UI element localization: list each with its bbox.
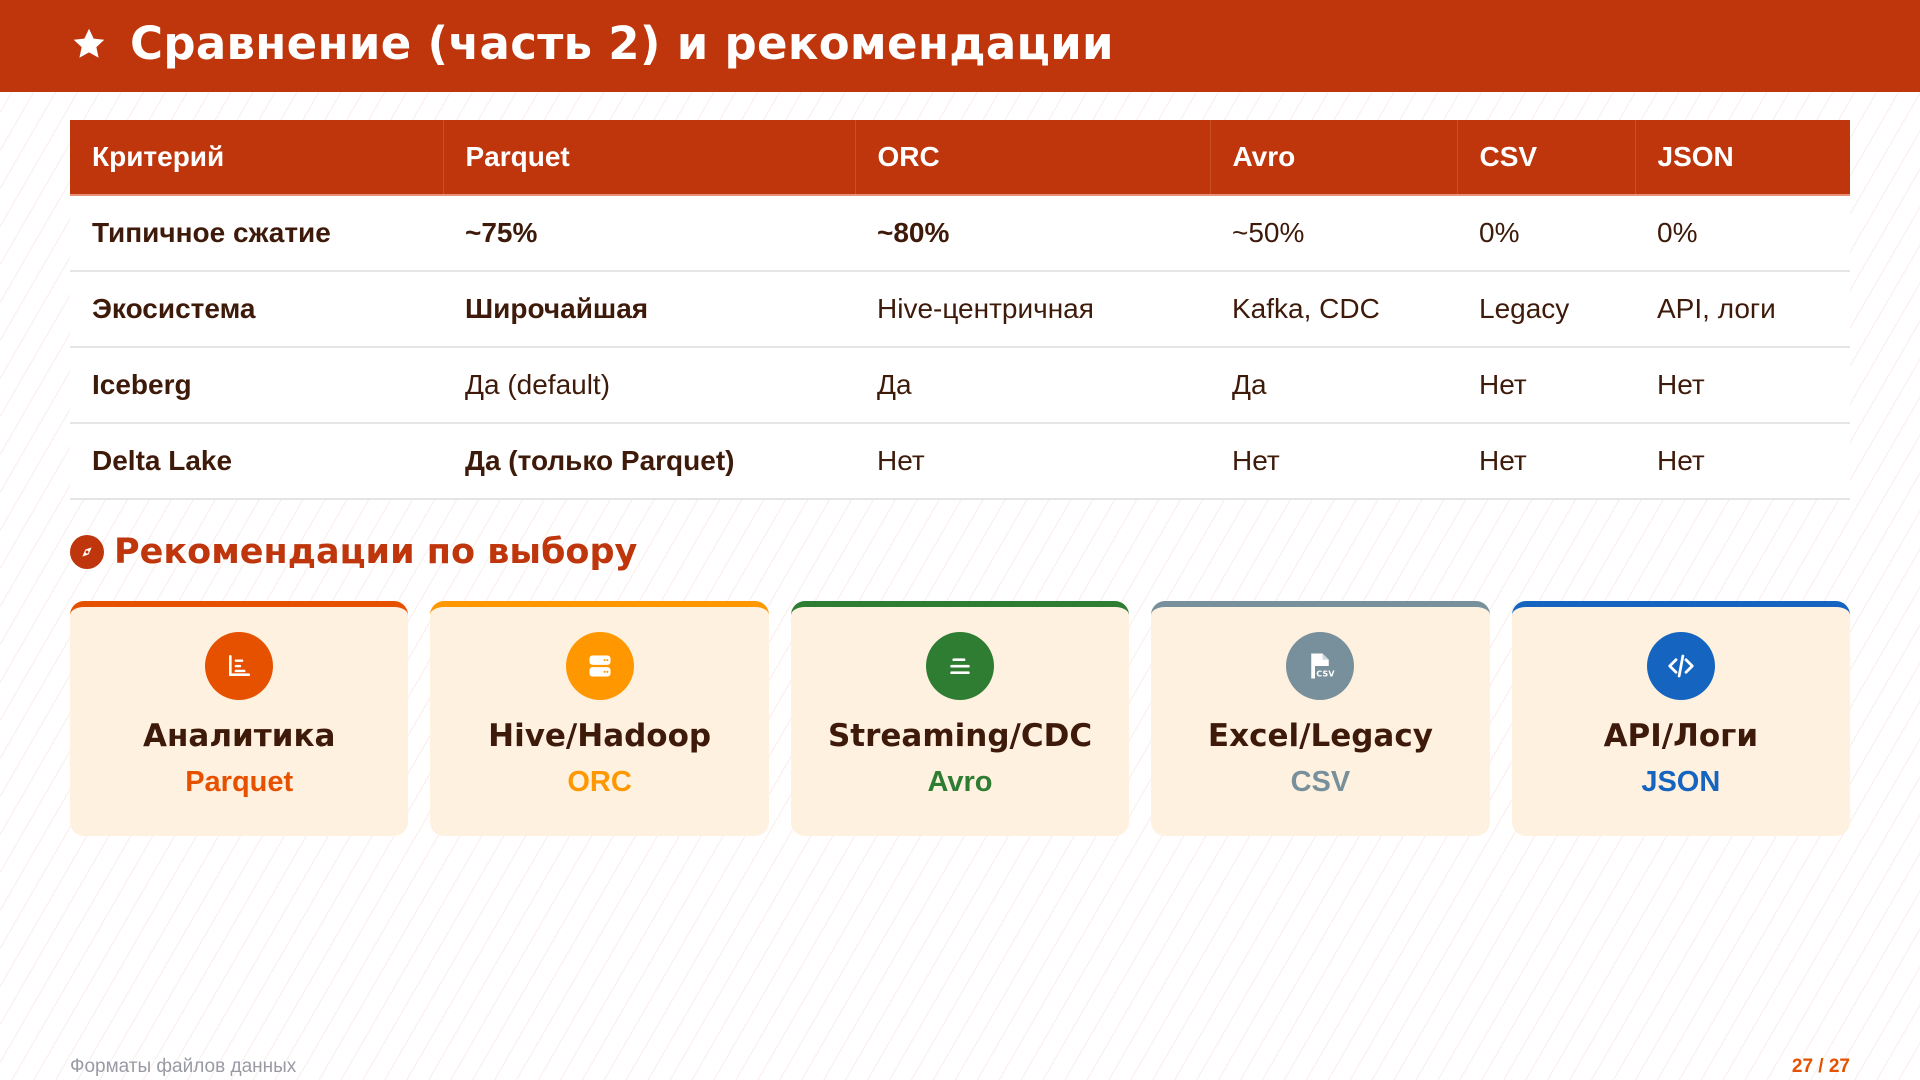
star-icon [70,25,108,63]
table-cell: API, логи [1635,271,1850,348]
table-cell: Нет [1635,347,1850,424]
table-cell: Нет [1457,423,1635,500]
table-cell: Да [855,347,1210,424]
format-label: ORC [567,766,632,798]
table-row: Экосистема Широчайшая Hive-центричная Ka… [70,271,1850,348]
column-header-parquet: Parquet [443,120,856,196]
table-cell: Да (только Parquet) [443,423,855,500]
criterion-cell: Экосистема [70,271,443,348]
table-cell: Да [1210,347,1457,424]
column-header-json: JSON [1635,120,1850,196]
recommendation-card-streaming: Streaming/CDC Avro [790,601,1130,836]
recommendation-card-hive: Hive/Hadoop ORC [430,601,769,836]
table-cell: Широчайшая [443,271,855,348]
column-header-csv: CSV [1457,120,1636,196]
table-cell: Нет [1635,423,1850,500]
table-cell: 0% [1635,195,1850,272]
criterion-cell: Iceberg [70,347,443,424]
column-header-orc: ORC [855,120,1211,196]
section-title: Рекомендации по выбору [114,532,638,572]
use-case-label: Аналитика [143,718,336,754]
criterion-cell: Delta Lake [70,423,443,500]
bar-chart-icon [205,632,274,700]
table-cell: 0% [1457,195,1635,272]
compass-icon [70,535,104,569]
format-label: JSON [1641,766,1721,798]
table-cell: Нет [1210,423,1457,500]
table-cell: ~75% [443,195,855,272]
table-row: Типичное сжатие ~75% ~80% ~50% 0% 0% [70,195,1850,272]
use-case-label: Streaming/CDC [827,718,1093,754]
slide-title: Сравнение (часть 2) и рекомендации [130,16,1114,70]
use-case-label: API/Логи [1603,718,1759,754]
recommendation-cards: Аналитика Parquet Hive/Hadoop ORC Stream… [70,601,1851,836]
column-header-avro: Avro [1210,120,1458,196]
table-cell: Kafka, CDC [1210,271,1457,348]
table-cell: ~50% [1210,195,1457,272]
table-cell: Legacy [1457,271,1635,348]
column-header-criterion: Критерий [70,120,444,196]
page-number: 27 / 27 [1791,1056,1850,1077]
table-cell: Да (default) [443,347,855,424]
format-label: Parquet [185,766,294,798]
table-header-row: Критерий Parquet ORC Avro CSV JSON [70,120,1850,196]
code-icon [1646,632,1715,700]
recommendation-card-excel: CSV Excel/Legacy CSV [1151,601,1490,836]
stream-lines-icon [926,632,995,700]
svg-text:CSV: CSV [1317,669,1336,679]
table-cell: ~80% [855,195,1210,272]
use-case-label: Excel/Legacy [1207,718,1433,754]
use-case-label: Hive/Hadoop [488,718,712,754]
format-label: Avro [927,766,993,798]
server-icon [565,632,634,700]
footer-deck-title: Форматы файлов данных [70,1056,297,1077]
table-row: Iceberg Да (default) Да Да Нет Нет [70,347,1850,424]
recommendation-card-analytics: Аналитика Parquet [70,601,409,836]
format-label: CSV [1290,766,1351,798]
csv-file-icon: CSV [1286,632,1355,700]
table-row: Delta Lake Да (только Parquet) Нет Нет Н… [70,423,1850,500]
recommendations-heading: Рекомендации по выбору [70,532,637,572]
recommendation-card-api: API/Логи JSON [1511,601,1851,836]
slide-header: Сравнение (часть 2) и рекомендации [0,0,1920,92]
criterion-cell: Типичное сжатие [70,195,443,272]
comparison-table: Критерий Parquet ORC Avro CSV JSON Типич… [70,120,1850,500]
table-cell: Hive-центричная [855,271,1210,348]
table-cell: Нет [1457,347,1635,424]
table-cell: Нет [855,423,1210,500]
